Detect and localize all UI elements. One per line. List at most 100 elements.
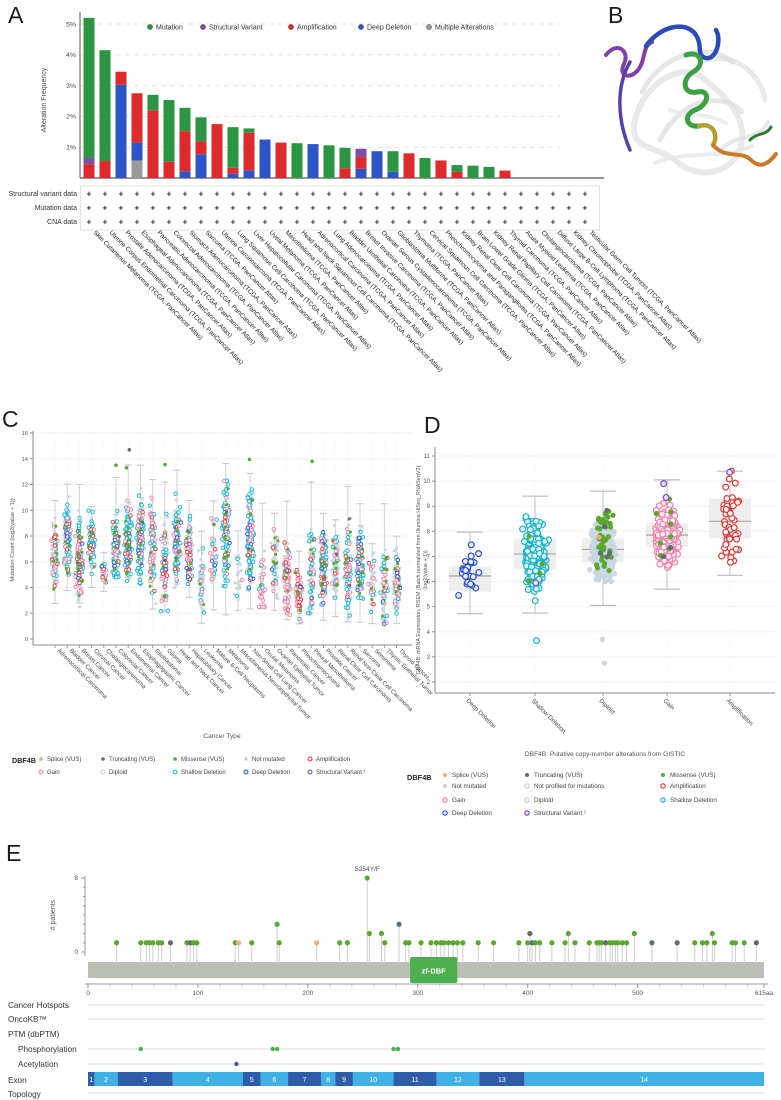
lollipop-mutation[interactable] bbox=[450, 940, 456, 946]
bar-segment[interactable] bbox=[499, 170, 511, 178]
mutation-count-point[interactable] bbox=[210, 572, 214, 576]
mutation-count-point[interactable] bbox=[200, 564, 205, 569]
mutation-count-point[interactable] bbox=[332, 571, 338, 576]
expression-point-green[interactable] bbox=[668, 509, 674, 515]
mutation-count-point[interactable] bbox=[122, 551, 128, 557]
mutation-count-point[interactable] bbox=[287, 555, 293, 560]
mutation-count-point[interactable] bbox=[212, 563, 218, 568]
expression-point[interactable] bbox=[541, 537, 549, 545]
mutation-count-point[interactable] bbox=[250, 498, 254, 502]
mutation-count-point[interactable] bbox=[224, 491, 230, 497]
mutation-count-point[interactable] bbox=[77, 584, 81, 589]
mutation-count-point[interactable] bbox=[307, 533, 312, 538]
mutation-count-point[interactable] bbox=[52, 543, 58, 548]
mutation-count-point[interactable] bbox=[235, 556, 240, 562]
mutation-count-point[interactable] bbox=[259, 594, 264, 600]
mutation-count-point[interactable] bbox=[114, 519, 120, 524]
mutation-count-point[interactable] bbox=[286, 589, 290, 593]
mutation-count-point[interactable] bbox=[381, 608, 386, 612]
mutation-count-point[interactable] bbox=[187, 542, 192, 547]
bar-segment[interactable] bbox=[339, 147, 351, 169]
mutation-count-point[interactable] bbox=[128, 513, 133, 518]
mutation-count-point[interactable] bbox=[64, 567, 68, 571]
expression-point[interactable] bbox=[475, 550, 483, 558]
mutation-count-point[interactable] bbox=[371, 564, 376, 569]
mutation-count-point[interactable] bbox=[306, 538, 312, 544]
mutation-count-point[interactable] bbox=[188, 567, 192, 571]
mutation-count-point[interactable] bbox=[329, 581, 334, 586]
mutation-count-point[interactable] bbox=[384, 613, 389, 619]
mutation-count-point[interactable] bbox=[77, 545, 83, 551]
mutation-count-point[interactable] bbox=[210, 541, 215, 547]
lollipop-mutation[interactable] bbox=[631, 930, 637, 937]
mutation-count-point[interactable] bbox=[274, 594, 278, 598]
mutation-count-point[interactable] bbox=[347, 589, 353, 595]
mutation-count-point[interactable] bbox=[263, 549, 267, 553]
mutation-count-point[interactable] bbox=[322, 581, 328, 587]
mutation-count-point[interactable] bbox=[395, 546, 399, 550]
mutation-count-point[interactable] bbox=[141, 520, 145, 524]
mutation-count-point[interactable] bbox=[382, 567, 386, 571]
mutation-count-point[interactable] bbox=[212, 522, 216, 527]
mutation-count-point[interactable] bbox=[55, 551, 59, 555]
mutation-count-point[interactable] bbox=[187, 537, 192, 543]
mutation-count-point[interactable] bbox=[235, 571, 239, 575]
mutation-count-point[interactable] bbox=[361, 547, 365, 551]
mutation-count-point[interactable] bbox=[138, 538, 143, 543]
mutation-count-point[interactable] bbox=[124, 578, 130, 584]
mutation-count-point[interactable] bbox=[172, 585, 176, 590]
mutation-count-point[interactable] bbox=[246, 585, 252, 590]
mutation-count-point[interactable] bbox=[68, 528, 73, 533]
mutation-count-point[interactable] bbox=[175, 519, 180, 523]
mutation-count-point[interactable] bbox=[282, 595, 287, 601]
mutation-count-point[interactable] bbox=[382, 606, 386, 610]
mutation-count-point[interactable] bbox=[187, 521, 191, 526]
mutation-count-point[interactable] bbox=[394, 570, 400, 576]
mutation-count-point[interactable] bbox=[294, 567, 299, 573]
mutation-count-point[interactable] bbox=[381, 576, 387, 582]
bar-segment[interactable] bbox=[195, 154, 207, 178]
mutation-count-point[interactable] bbox=[282, 540, 287, 545]
mutation-count-point[interactable] bbox=[361, 555, 365, 559]
mutation-count-point[interactable] bbox=[124, 519, 128, 523]
mutation-count-point[interactable] bbox=[334, 579, 340, 584]
mutation-count-point[interactable] bbox=[55, 561, 60, 567]
mutation-count-point[interactable] bbox=[52, 534, 58, 539]
bar-segment[interactable] bbox=[179, 131, 191, 172]
lollipop-mutation[interactable] bbox=[314, 940, 320, 946]
mutation-count-point[interactable] bbox=[76, 523, 82, 528]
mutation-count-point[interactable] bbox=[392, 599, 398, 604]
mutation-count-point[interactable] bbox=[184, 549, 190, 555]
mutation-count-point[interactable] bbox=[224, 510, 228, 514]
expression-point-dark[interactable] bbox=[661, 553, 667, 560]
mutation-count-point[interactable] bbox=[176, 550, 180, 554]
mutation-count-point[interactable] bbox=[347, 541, 352, 547]
lollipop-mutation[interactable] bbox=[274, 921, 280, 927]
mutation-count-point[interactable] bbox=[77, 528, 81, 532]
mutation-count-point[interactable] bbox=[298, 619, 303, 624]
mutation-count-point[interactable] bbox=[336, 545, 340, 549]
mutation-count-point[interactable] bbox=[348, 530, 352, 534]
expression-point-green[interactable] bbox=[537, 570, 543, 577]
mutation-count-point[interactable] bbox=[136, 523, 141, 528]
expression-point[interactable] bbox=[522, 513, 530, 521]
expression-point[interactable] bbox=[461, 557, 469, 565]
expression-point-green[interactable] bbox=[599, 541, 605, 547]
mutation-count-point[interactable] bbox=[330, 559, 334, 563]
expression-point[interactable] bbox=[726, 509, 734, 517]
mutation-count-point[interactable] bbox=[77, 564, 81, 568]
mutation-count-point[interactable] bbox=[396, 596, 401, 602]
mutation-count-point[interactable] bbox=[164, 547, 169, 552]
mutation-count-point[interactable] bbox=[270, 581, 276, 586]
mutation-count-point[interactable] bbox=[344, 587, 349, 592]
expression-point-green[interactable] bbox=[658, 540, 664, 546]
mutation-count-outlier[interactable] bbox=[310, 459, 314, 464]
mutation-count-point[interactable] bbox=[225, 482, 231, 487]
expression-point-dark[interactable] bbox=[601, 523, 608, 529]
mutation-count-point[interactable] bbox=[140, 496, 144, 500]
mutation-count-point[interactable] bbox=[87, 543, 91, 547]
mutation-count-point[interactable] bbox=[384, 582, 389, 588]
bar-segment[interactable] bbox=[387, 151, 399, 172]
mutation-count-point[interactable] bbox=[319, 557, 323, 561]
mutation-count-point[interactable] bbox=[89, 571, 94, 577]
